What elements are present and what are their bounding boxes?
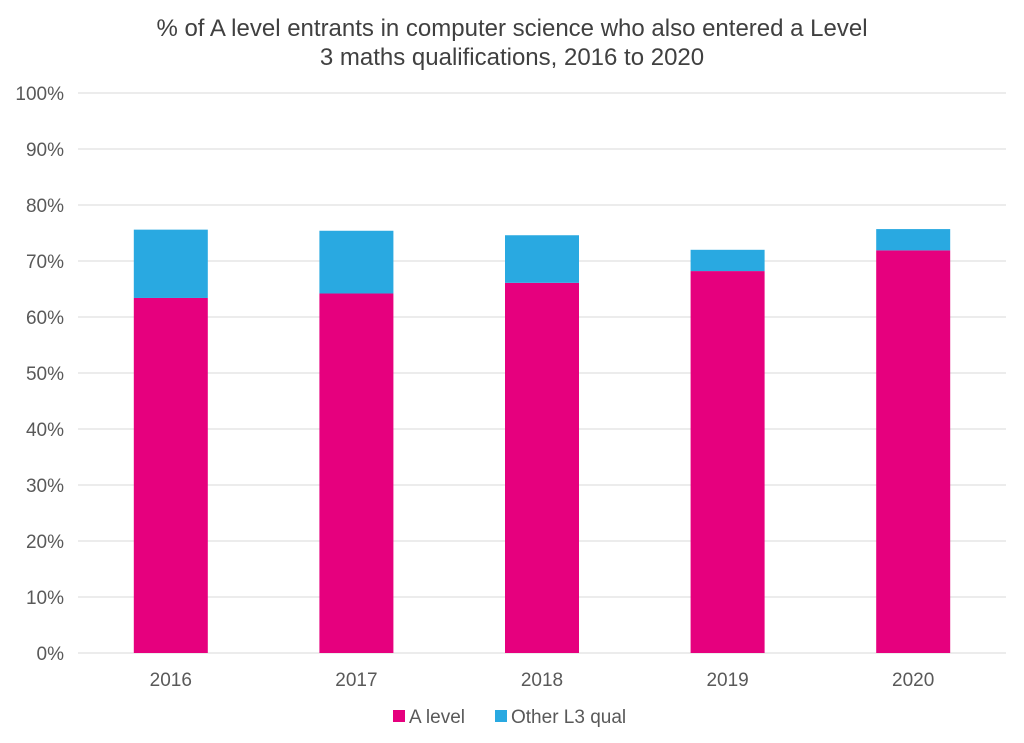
bar-a-level-2019 bbox=[690, 271, 765, 653]
y-tick-label: 60% bbox=[26, 308, 64, 329]
bar-a-level-2016 bbox=[133, 297, 208, 653]
x-axis-tick-labels: 2016 2017 2018 2019 2020 bbox=[150, 670, 935, 691]
chart-title: % of A level entrants in computer scienc… bbox=[0, 14, 1024, 72]
y-tick-label: 20% bbox=[26, 532, 64, 553]
x-tick-label: 2019 bbox=[706, 670, 748, 691]
bars bbox=[133, 229, 951, 654]
bar-a-level-2017 bbox=[319, 293, 394, 653]
legend-swatch bbox=[393, 710, 405, 722]
x-tick-label: 2017 bbox=[335, 670, 377, 691]
bar-a-level-2018 bbox=[505, 282, 579, 653]
x-tick-label: 2018 bbox=[521, 670, 563, 691]
y-tick-label: 40% bbox=[26, 420, 64, 441]
chart-title-line-1: % of A level entrants in computer scienc… bbox=[156, 15, 868, 42]
y-tick-label: 0% bbox=[37, 644, 65, 665]
y-tick-label: 30% bbox=[26, 476, 64, 497]
bar-other-l3-qual-2017 bbox=[319, 230, 394, 294]
y-tick-label: 90% bbox=[26, 140, 64, 161]
bar-other-l3-qual-2016 bbox=[133, 229, 208, 298]
bar-a-level-2020 bbox=[876, 250, 951, 654]
y-axis-tick-labels: 0% 10% 20% 30% 40% 50% 60% 70% 80% 90% 100% bbox=[15, 84, 64, 665]
legend-label: Other L3 qual bbox=[511, 707, 626, 728]
y-tick-label: 50% bbox=[26, 364, 64, 385]
legend-label: A level bbox=[409, 707, 465, 728]
x-tick-label: 2020 bbox=[892, 670, 934, 691]
y-tick-label: 80% bbox=[26, 196, 64, 217]
y-tick-label: 10% bbox=[26, 588, 64, 609]
y-tick-label: 70% bbox=[26, 252, 64, 273]
bar-other-l3-qual-2018 bbox=[505, 235, 579, 283]
bar-other-l3-qual-2019 bbox=[690, 249, 765, 272]
legend-swatch bbox=[495, 710, 507, 722]
x-tick-label: 2016 bbox=[150, 670, 192, 691]
legend: A level Other L3 qual bbox=[393, 707, 626, 728]
chart-title-line-2: 3 maths qualifications, 2016 to 2020 bbox=[319, 44, 705, 71]
y-tick-label: 100% bbox=[15, 84, 64, 105]
bar-other-l3-qual-2020 bbox=[876, 229, 951, 251]
